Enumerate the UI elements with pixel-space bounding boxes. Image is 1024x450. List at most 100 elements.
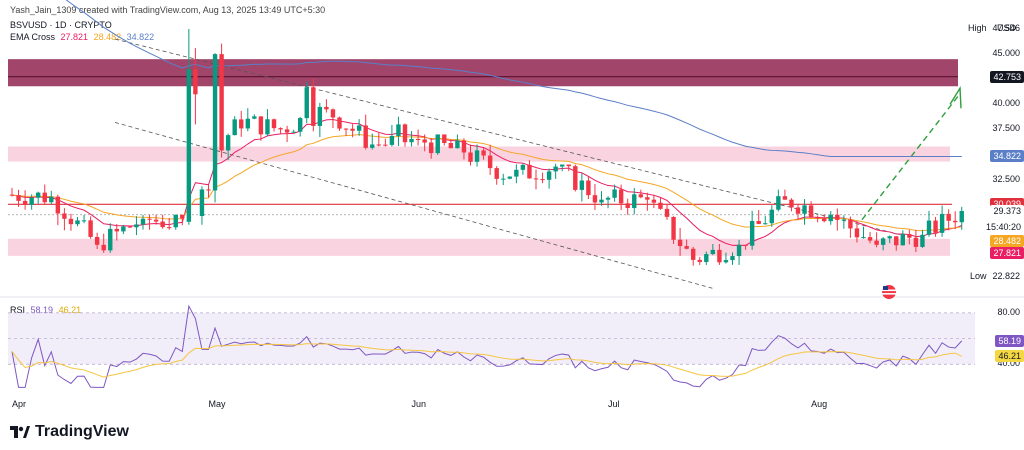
rsi-tick-80: 80.00: [997, 306, 1020, 317]
candle-body: [704, 254, 709, 262]
candle-body: [933, 220, 938, 233]
price-zones: [8, 59, 958, 256]
candle-body: [710, 249, 716, 255]
ema-lines: [11, 0, 962, 246]
candle-body: [671, 216, 676, 240]
us-flag-canton: [883, 286, 888, 290]
candle-body: [487, 155, 493, 169]
zone-2: [8, 238, 950, 256]
candle-body: [88, 220, 93, 237]
candle-body: [677, 239, 683, 247]
candle-body: [252, 116, 257, 119]
price-tick-45.000: 45.000: [992, 48, 1020, 59]
candle-body: [16, 195, 21, 201]
candle-body: [514, 169, 519, 177]
candle-body: [284, 129, 290, 133]
candle-body: [540, 179, 545, 181]
candle-body: [396, 124, 401, 136]
candle-body: [776, 196, 781, 210]
candle-body: [730, 256, 735, 261]
candle-body: [317, 106, 323, 126]
time-tick-jul: Jul: [608, 399, 620, 409]
candle-body: [520, 164, 526, 170]
candle-body: [370, 144, 375, 148]
candle-body: [474, 150, 480, 162]
tradingview-logo: TradingView: [10, 423, 129, 441]
candle-body: [802, 205, 807, 214]
price-tick-32.500: 32.500: [992, 173, 1020, 184]
candle-body: [415, 138, 421, 140]
candle-body: [638, 194, 643, 198]
candle-body: [835, 214, 840, 220]
candle-body: [29, 197, 34, 205]
candle-body: [632, 194, 637, 208]
candle-body: [592, 195, 598, 203]
rsi-value: 58.19: [30, 305, 54, 315]
candle-body: [468, 152, 473, 162]
upper-channel-line: [114, 38, 906, 237]
symbol-title[interactable]: BSVUSD · 1D · CRYPTO: [10, 20, 112, 30]
price-axis[interactable]: USD High 47.546 Low 22.822 45.000 40.000 37.500…: [950, 0, 1024, 400]
candle-body: [304, 87, 309, 119]
us-flag-stripe: [882, 289, 896, 292]
candle-body: [343, 128, 349, 130]
candle-body: [265, 119, 270, 135]
candle-body: [527, 164, 532, 179]
high-label: High 47.546: [967, 22, 1020, 33]
candle-body: [108, 228, 113, 251]
countdown-label: 15:40:20: [982, 220, 1024, 233]
candle-body: [239, 119, 244, 129]
rsi-ma-price-label: 46.21: [995, 350, 1024, 363]
ema-legend[interactable]: EMA Cross 27.821 28.482 34.822: [10, 32, 154, 42]
candle-body: [586, 180, 591, 196]
candle-body: [717, 249, 722, 263]
projection-line: [861, 95, 959, 221]
rsi-pane: [0, 296, 1024, 388]
candle-body: [939, 213, 945, 233]
candle-body: [913, 237, 919, 247]
zone-top-price-label: 42.753: [990, 70, 1024, 83]
candle-body: [920, 234, 925, 247]
candle-body: [546, 171, 552, 180]
candle-body: [651, 199, 657, 203]
candle-body: [861, 237, 866, 239]
candle-body: [94, 236, 100, 245]
candle-body: [736, 244, 742, 257]
candle-body: [782, 196, 788, 200]
candle-body: [841, 219, 847, 221]
candle-body: [756, 221, 761, 224]
candle-body: [442, 134, 447, 144]
candle-body: [605, 197, 611, 200]
rsi-price-label: 58.19: [995, 334, 1024, 347]
candle-body: [566, 164, 571, 167]
candle-body: [219, 54, 224, 151]
candle-body: [848, 219, 853, 229]
candle-body: [822, 218, 827, 222]
candle-body: [81, 220, 87, 222]
candle-body: [854, 228, 860, 238]
candle-body: [645, 197, 650, 200]
ema-mid-line: [11, 134, 962, 232]
candle-body: [448, 143, 454, 149]
price-tick-40.000: 40.000: [992, 98, 1020, 109]
candle-body: [311, 87, 316, 126]
candle-body: [455, 140, 460, 149]
rsi-legend[interactable]: RSI 58.19 46.21: [10, 305, 81, 315]
candle-body: [789, 199, 794, 208]
tradingview-logo-icon: [10, 426, 30, 438]
candle-body: [140, 218, 146, 225]
candle-body: [206, 189, 211, 191]
candle-body: [769, 209, 774, 224]
rsi-ma-line: [11, 343, 962, 378]
time-tick-may: May: [209, 399, 227, 409]
ema-mid-value: 28.482: [93, 32, 122, 42]
price-tick-37.500: 37.500: [992, 123, 1020, 134]
candle-body: [501, 178, 506, 180]
candle-body: [553, 166, 558, 172]
candle-body: [134, 224, 139, 228]
candle-body: [389, 135, 395, 145]
candle-body: [9, 194, 15, 196]
rsi-legend-label: RSI: [10, 305, 26, 315]
candle-body: [75, 220, 80, 225]
